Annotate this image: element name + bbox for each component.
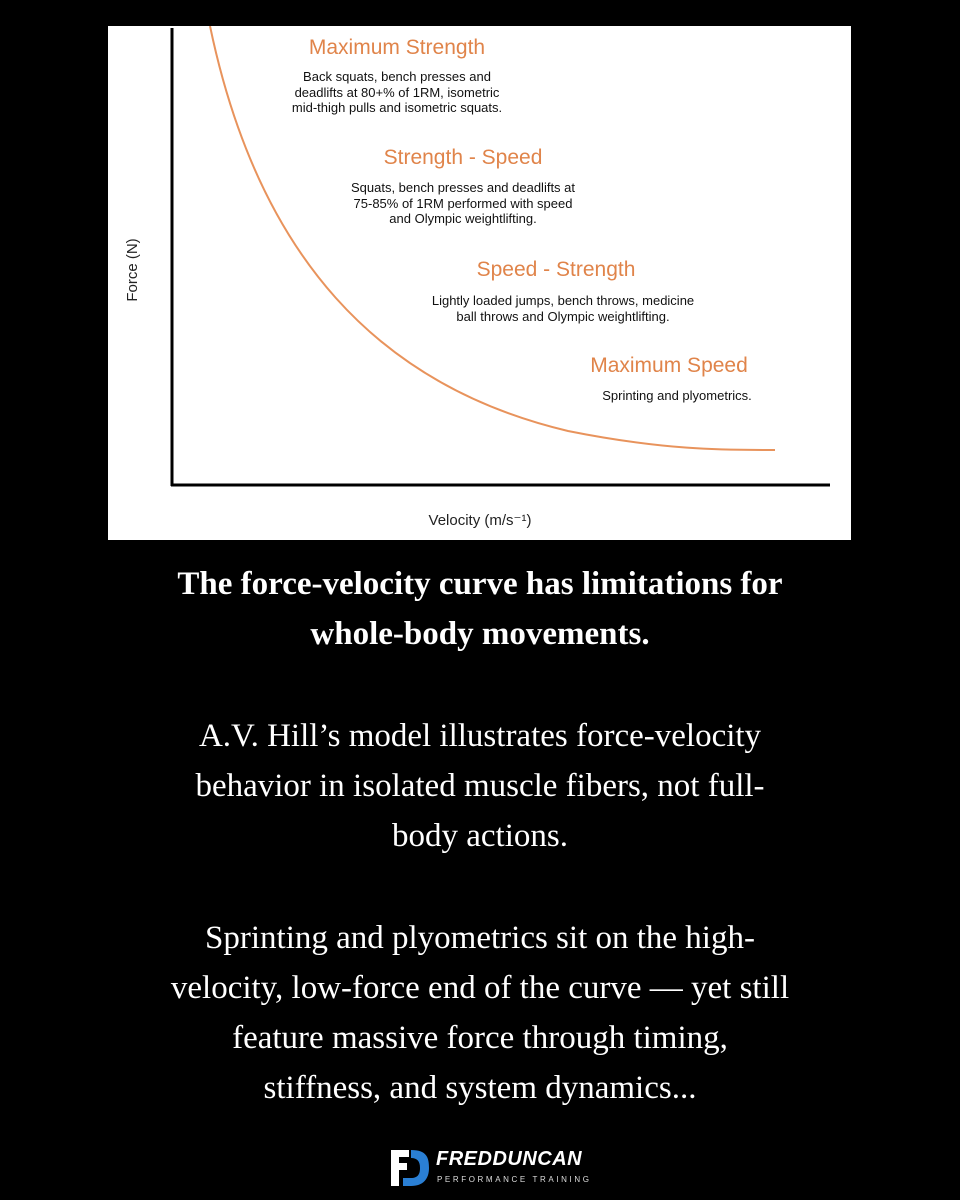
- paragraph-line: velocity, low-force end of the curve — y…: [170, 970, 790, 1006]
- description-line: Sprinting and plyometrics.: [602, 388, 752, 403]
- description-line: Lightly loaded jumps, bench throws, medi…: [431, 293, 695, 308]
- diagram-graphics: Force (N) Velocity (m/s⁻¹): [124, 26, 830, 529]
- paragraph-line: A.V. Hill’s model illustrates force-velo…: [198, 718, 762, 754]
- paragraph-line: stiffness, and system dynamics...: [263, 1070, 697, 1106]
- paragraph-line: body actions.: [392, 818, 568, 854]
- zone-title: Maximum Strength: [308, 36, 486, 59]
- paragraph-line: Sprinting and plyometrics sit on the hig…: [205, 920, 755, 956]
- zone-description: Sprinting and plyometrics.: [602, 388, 752, 404]
- paragraph-line: behavior in isolated muscle fibers, not …: [195, 768, 765, 804]
- description-line: Back squats, bench presses and: [303, 69, 491, 84]
- heading-line: whole-body movements.: [310, 616, 650, 652]
- description-line: deadlifts at 80+% of 1RM, isometric: [294, 84, 500, 100]
- logo-name: FREDDUNCAN: [436, 1148, 583, 1170]
- logo-tagline: PERFORMANCE TRAINING: [437, 1175, 592, 1184]
- description-line: mid-thigh pulls and isometric squats.: [291, 100, 503, 115]
- x-axis-label: Velocity (m/s⁻¹): [429, 512, 532, 529]
- logo-icon: [391, 1150, 429, 1186]
- description-line: ball throws and Olympic weightlifting.: [456, 308, 670, 324]
- description-line: 75-85% of 1RM performed with speed: [353, 195, 573, 211]
- description-line: Squats, bench presses and deadlifts at: [350, 180, 576, 195]
- zone-title: Speed - Strength: [476, 258, 636, 281]
- zone-title: Maximum Speed: [590, 354, 748, 377]
- zone-description: Back squats, bench presses and deadlifts …: [292, 69, 502, 116]
- y-axis-label: Force (N): [124, 238, 141, 301]
- force-velocity-curve: [209, 26, 776, 452]
- diagram-panel: Force (N) Velocity (m/s⁻¹) Maximum Stren…: [108, 26, 851, 540]
- description-line: and Olympic weightlifting.: [389, 211, 537, 226]
- zone-description: Lightly loaded jumps, bench throws, medi…: [432, 293, 694, 324]
- zone-title: Strength - Speed: [383, 146, 543, 169]
- heading-line: The force-velocity curve has limitations…: [177, 566, 783, 602]
- paragraph-line: feature massive force through timing,: [232, 1020, 728, 1056]
- zone-description: Squats, bench presses and deadlifts at 75…: [351, 180, 575, 227]
